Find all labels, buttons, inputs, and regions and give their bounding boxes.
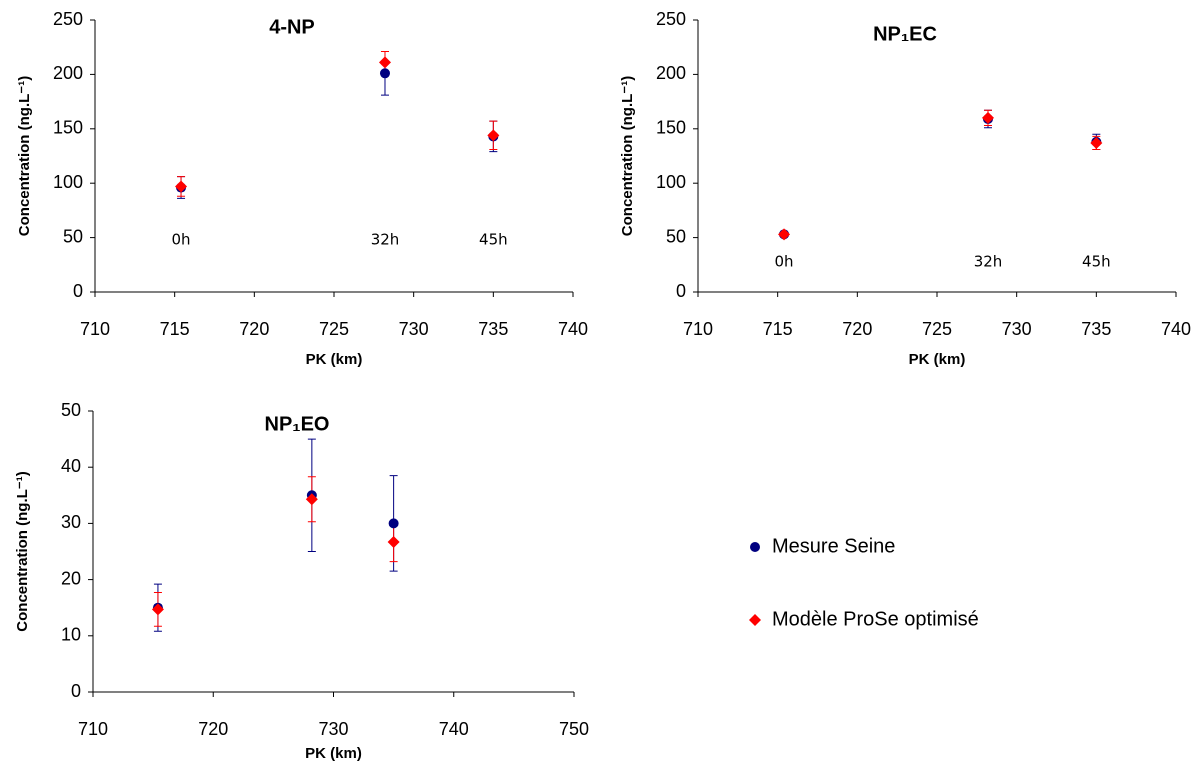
x-tick-label: 735 — [1081, 319, 1111, 339]
y-tick-label: 50 — [63, 226, 83, 246]
chart-panel: 0 50 100 150 200 250 710 715 720 725 730 735 740 4-NP… — [16, 9, 588, 368]
annotation: 0h — [172, 231, 191, 249]
y-axis-title: Concentration (ng.L⁻¹) — [16, 76, 33, 236]
y-tick-label: 10 — [61, 625, 81, 645]
x-tick-label: 740 — [558, 319, 588, 339]
y-tick-label: 200 — [53, 63, 83, 83]
marker-diamond — [1090, 136, 1103, 149]
x-tick-label: 730 — [1002, 319, 1032, 339]
x-tick-label: 730 — [399, 319, 429, 339]
marker-diamond — [778, 228, 791, 241]
y-axis-title: Concentration (ng.L⁻¹) — [619, 76, 636, 236]
y-tick-label: 150 — [53, 118, 83, 138]
x-tick-label: 730 — [318, 719, 348, 739]
x-tick-label: 750 — [559, 719, 589, 739]
x-tick-label: 715 — [763, 319, 793, 339]
marker-diamond — [981, 111, 994, 124]
y-tick-label: 0 — [676, 281, 686, 301]
x-tick-label: 710 — [80, 319, 110, 339]
marker-diamond — [305, 493, 318, 506]
x-tick-label: 725 — [319, 319, 349, 339]
y-tick-label: 40 — [61, 456, 81, 476]
chart-panel: 0 50 100 150 200 250 710 715 720 725 730 735 740 NP₁E… — [619, 9, 1191, 368]
y-tick-label: 150 — [656, 118, 686, 138]
y-tick-label: 250 — [53, 9, 83, 29]
y-axis-title: Concentration (ng.L⁻¹) — [14, 471, 31, 631]
x-tick-label: 710 — [78, 719, 108, 739]
annotation: 45h — [479, 231, 508, 249]
chart-title: 4-NP — [269, 16, 315, 38]
marker-diamond — [387, 535, 400, 548]
y-tick-label: 250 — [656, 9, 686, 29]
x-tick-label: 720 — [842, 319, 872, 339]
y-tick-label: 0 — [73, 281, 83, 301]
y-tick-label: 20 — [61, 568, 81, 588]
x-tick-label: 725 — [922, 319, 952, 339]
legend-label: Modèle ProSe optimisé — [772, 608, 979, 630]
y-tick-label: 0 — [71, 681, 81, 701]
x-axis-title: PK (km) — [306, 351, 363, 368]
marker-diamond — [378, 56, 391, 69]
x-tick-label: 720 — [198, 719, 228, 739]
chart-panel: 0 10 20 30 40 50 710 720 730 740 750 NP₁EO PK (km) Co… — [14, 400, 979, 762]
y-tick-label: 50 — [666, 226, 686, 246]
marker-diamond — [151, 603, 164, 616]
annotation: 45h — [1082, 253, 1111, 271]
annotation: 32h — [371, 231, 400, 249]
chart-title: NP₁EO — [265, 413, 330, 435]
x-tick-label: 720 — [239, 319, 269, 339]
legend-marker — [750, 542, 760, 552]
marker-diamond — [487, 129, 500, 142]
y-tick-label: 50 — [61, 400, 81, 420]
legend-label: Mesure Seine — [772, 535, 895, 557]
x-tick-label: 740 — [1161, 319, 1191, 339]
legend-marker — [749, 614, 761, 626]
marker-circle — [379, 68, 390, 79]
annotation: 32h — [974, 253, 1003, 271]
x-axis-title: PK (km) — [305, 745, 362, 762]
y-tick-label: 30 — [61, 512, 81, 532]
x-tick-label: 715 — [160, 319, 190, 339]
marker-diamond — [175, 180, 188, 193]
chart-title: NP₁EC — [873, 23, 937, 45]
x-tick-label: 740 — [439, 719, 469, 739]
y-tick-label: 100 — [53, 172, 83, 192]
marker-circle — [388, 518, 399, 529]
y-tick-label: 100 — [656, 172, 686, 192]
x-axis-title: PK (km) — [909, 351, 966, 368]
annotation: 0h — [775, 253, 794, 271]
x-tick-label: 735 — [478, 319, 508, 339]
x-tick-label: 710 — [683, 319, 713, 339]
y-tick-label: 200 — [656, 63, 686, 83]
